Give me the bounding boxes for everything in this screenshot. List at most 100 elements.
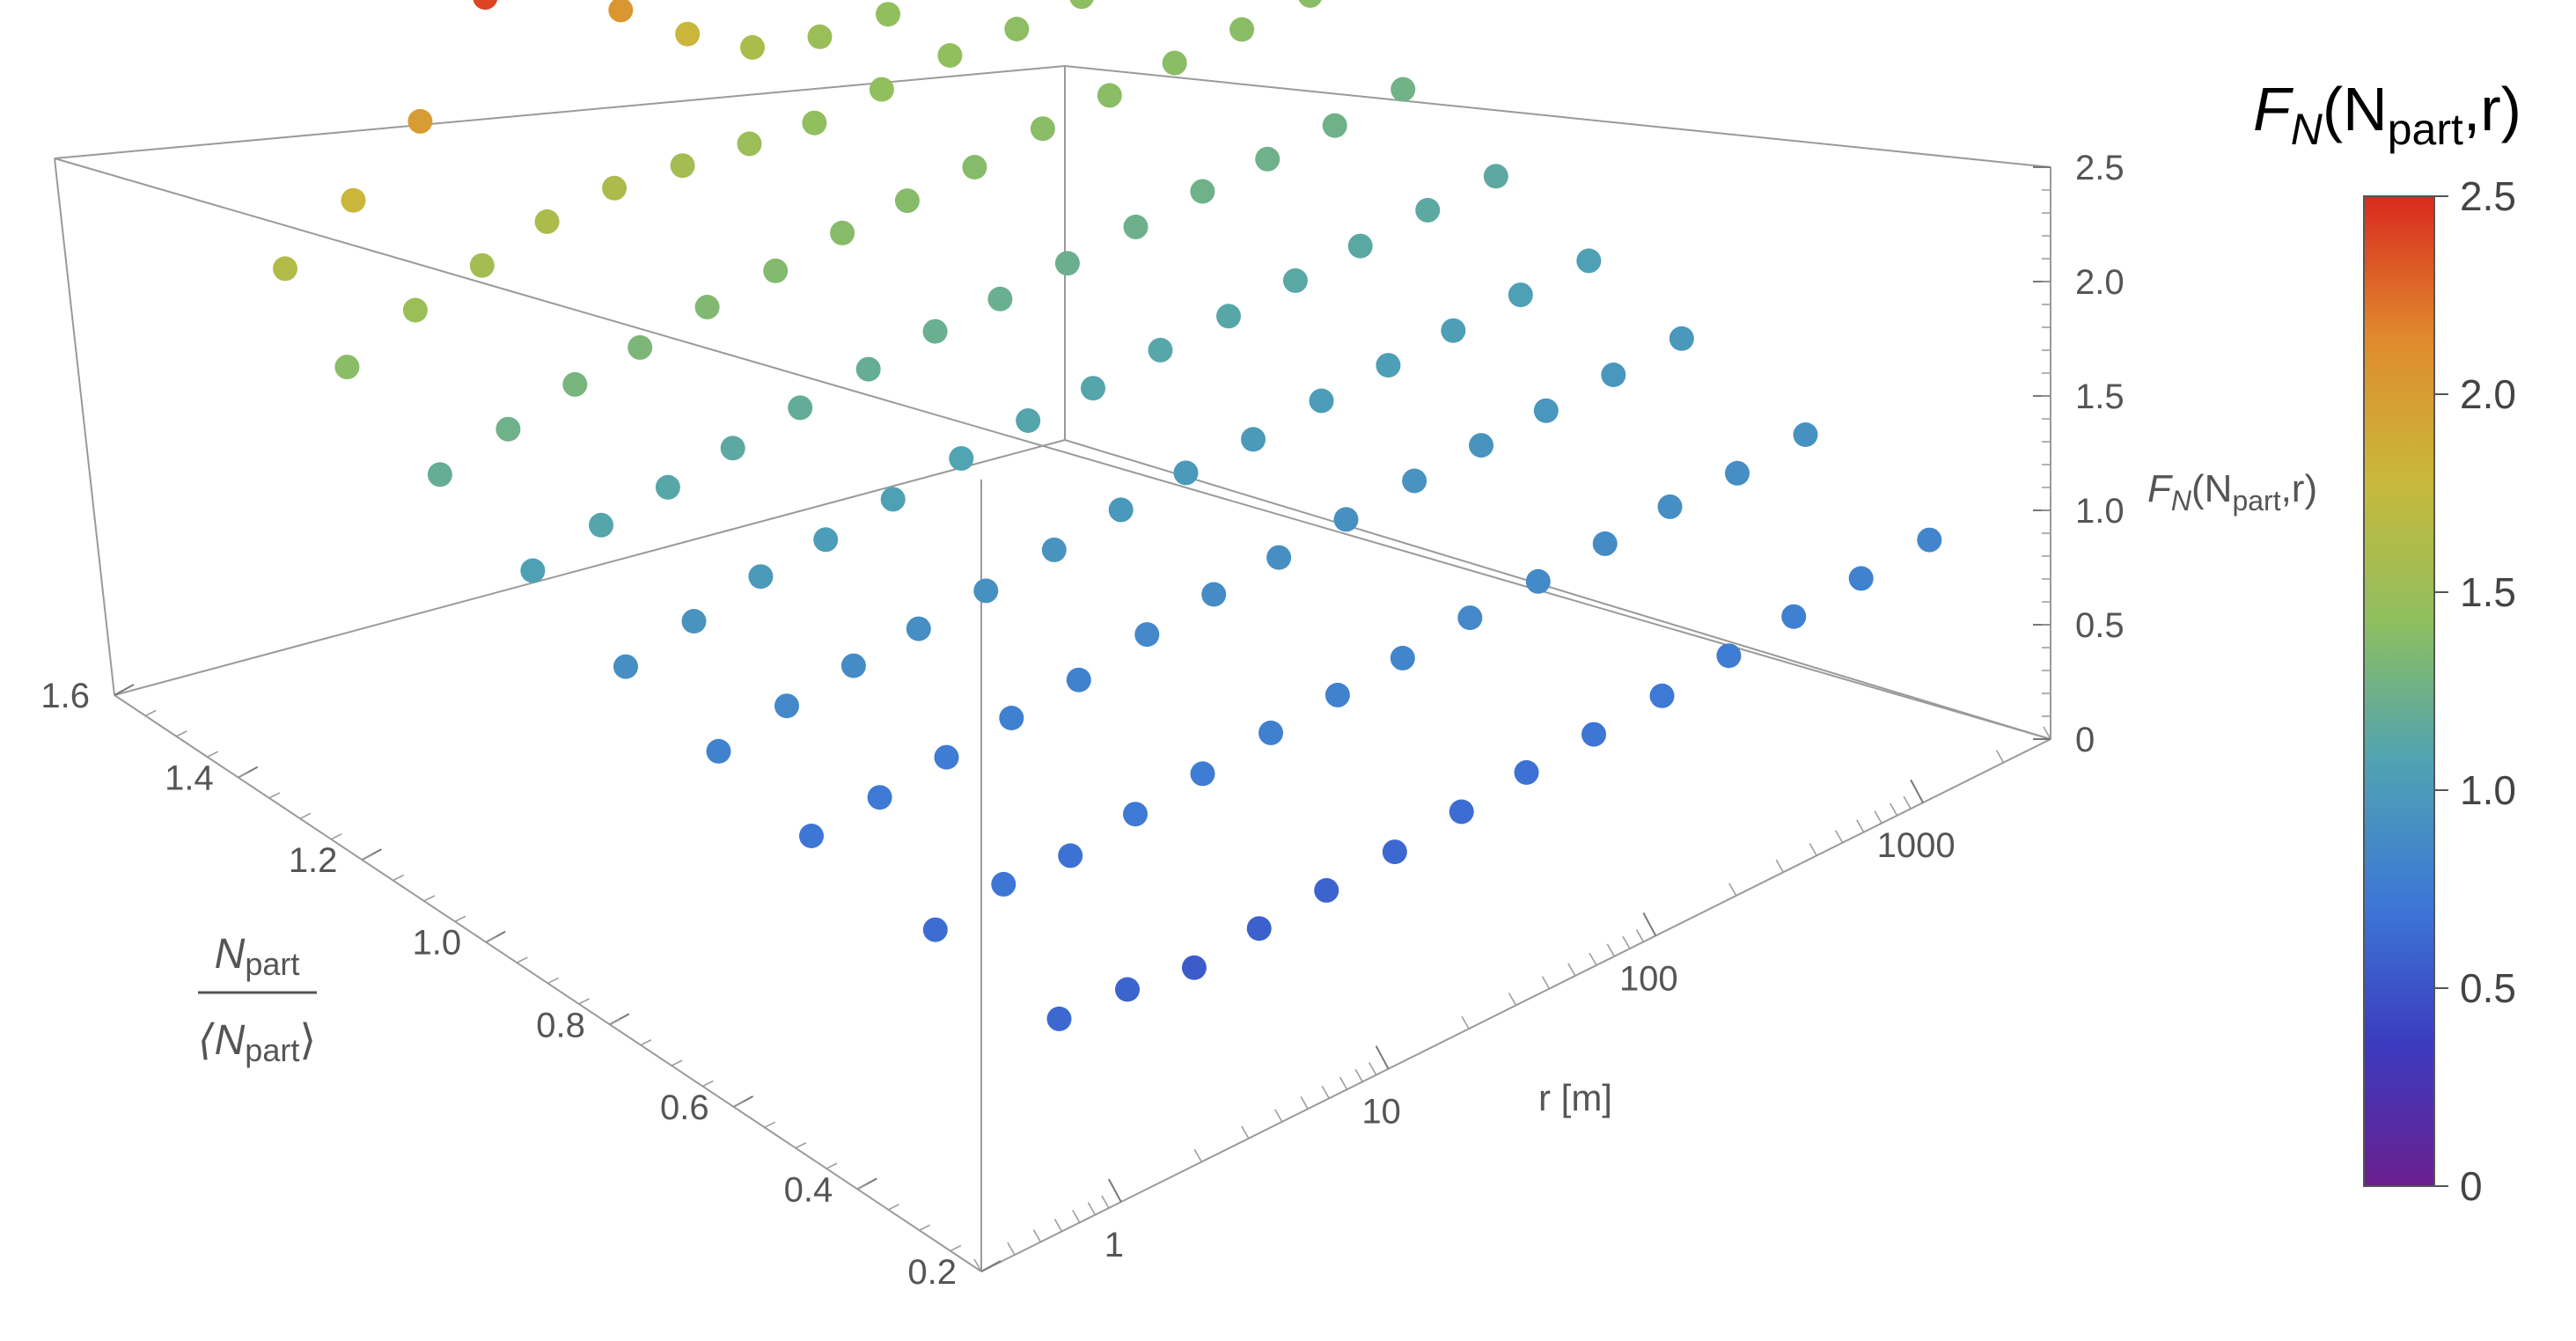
data-point <box>867 785 892 810</box>
x-minor-tick <box>144 709 157 717</box>
data-point <box>562 371 588 397</box>
data-point <box>949 446 974 471</box>
data-point <box>1229 17 1255 42</box>
data-point <box>1514 759 1539 785</box>
x-minor-tick <box>268 792 281 799</box>
data-point <box>894 188 920 214</box>
x-minor-tick <box>330 833 342 840</box>
y-minor-tick <box>1635 928 1645 942</box>
y-minor-tick <box>1339 1076 1348 1090</box>
box-edge-top-left <box>54 65 1066 159</box>
data-point <box>1314 877 1339 903</box>
data-point <box>1582 722 1606 747</box>
z-axis-label: FN(Npart,r) <box>2147 467 2317 517</box>
data-point <box>999 706 1024 730</box>
x-minor-tick <box>423 895 436 902</box>
box-edge-top-front <box>54 158 2051 740</box>
y-minor-tick <box>1461 1015 1470 1030</box>
data-point <box>830 220 855 245</box>
data-point <box>469 253 495 278</box>
data-point <box>1322 113 1347 138</box>
data-point <box>694 295 720 319</box>
data-point <box>1533 398 1559 423</box>
x-minor-tick <box>795 1141 807 1149</box>
data-point <box>1449 799 1474 824</box>
data-point <box>1457 605 1483 631</box>
y-tick-mark <box>1910 779 1924 803</box>
y-minor-tick <box>1101 1195 1110 1209</box>
data-point <box>1525 568 1551 594</box>
x-minor-tick <box>547 977 559 985</box>
colorbar-tick-label: 1.0 <box>2460 767 2516 813</box>
z-tick-label: 1.0 <box>2075 492 2125 531</box>
data-point <box>880 487 906 512</box>
y-minor-tick <box>1321 1085 1330 1099</box>
y-tick-label: 10 <box>1361 1093 1401 1132</box>
data-point <box>1216 304 1241 329</box>
x-minor-tick <box>516 956 528 964</box>
data-point <box>1173 460 1199 486</box>
data-point <box>1376 353 1401 378</box>
data-point <box>922 917 948 942</box>
data-point <box>962 155 987 180</box>
x-tick-label: 0.8 <box>536 1006 585 1044</box>
y-minor-tick <box>1889 802 1898 817</box>
y-tick-mark <box>1642 912 1657 936</box>
data-point <box>1108 497 1134 523</box>
x-minor-tick <box>702 1080 714 1088</box>
data-point <box>473 0 497 11</box>
y-minor-tick <box>1193 1149 1202 1162</box>
y-minor-tick <box>1541 976 1551 989</box>
data-point <box>840 653 866 678</box>
y-minor-tick <box>1622 935 1631 949</box>
data-point <box>987 286 1013 311</box>
data-point <box>589 512 613 538</box>
y-minor-tick <box>1903 795 1912 810</box>
x-tick-label: 1.2 <box>289 841 338 880</box>
box-edge-back-left <box>114 439 1066 696</box>
data-point <box>922 319 948 344</box>
box-edge-left-vertical <box>54 158 115 696</box>
x-minor-tick <box>454 915 466 922</box>
data-point <box>1123 802 1148 827</box>
axis-ticks: 1.6 1.4 1.2 1.0 0.8 0.6 0.4 0.2 1 10 100 1000 0 0.5 1.… <box>40 149 2124 1292</box>
x-minor-tick <box>888 1204 899 1211</box>
y-minor-tick <box>1369 1062 1377 1075</box>
y-minor-tick <box>1856 819 1865 833</box>
data-point <box>273 256 297 282</box>
data-point <box>1282 267 1308 293</box>
x-tick-label: 1.0 <box>413 924 462 963</box>
data-point <box>1402 468 1427 494</box>
colorbar: FN(Npart,r) 0 0.5 1.0 1.5 2.0 2.5 <box>2253 75 2521 1209</box>
x-minor-tick <box>640 1039 652 1046</box>
x-minor-tick <box>362 854 373 861</box>
data-point <box>1201 582 1227 607</box>
y-minor-tick <box>1728 883 1737 897</box>
y-minor-tick <box>2043 726 2051 740</box>
data-point <box>720 436 745 461</box>
data-point <box>1162 50 1187 76</box>
data-point <box>1390 645 1415 670</box>
y-tick-label: 100 <box>1619 959 1678 998</box>
x-minor-tick <box>238 771 250 779</box>
data-points <box>273 0 1942 1031</box>
x-axis-label-numerator: Npart <box>215 931 300 982</box>
data-point <box>520 558 546 583</box>
data-point <box>1592 531 1618 556</box>
data-point <box>813 527 839 553</box>
data-point <box>534 209 560 234</box>
data-point <box>1148 337 1173 363</box>
colorbar-gradient <box>2363 195 2435 1187</box>
data-point <box>1066 667 1091 692</box>
data-point <box>334 355 360 380</box>
data-point <box>1325 682 1350 707</box>
colorbar-title: FN(Npart,r) <box>2253 75 2521 154</box>
data-point <box>1255 146 1281 172</box>
x-minor-tick <box>176 730 187 737</box>
data-point <box>706 738 731 764</box>
y-minor-tick <box>1087 1202 1097 1215</box>
x-minor-tick <box>919 1224 930 1231</box>
data-point <box>675 21 701 47</box>
x-minor-tick <box>609 1018 621 1025</box>
x-axis-label-denominator: ⟨Npart⟩ <box>198 1017 316 1068</box>
